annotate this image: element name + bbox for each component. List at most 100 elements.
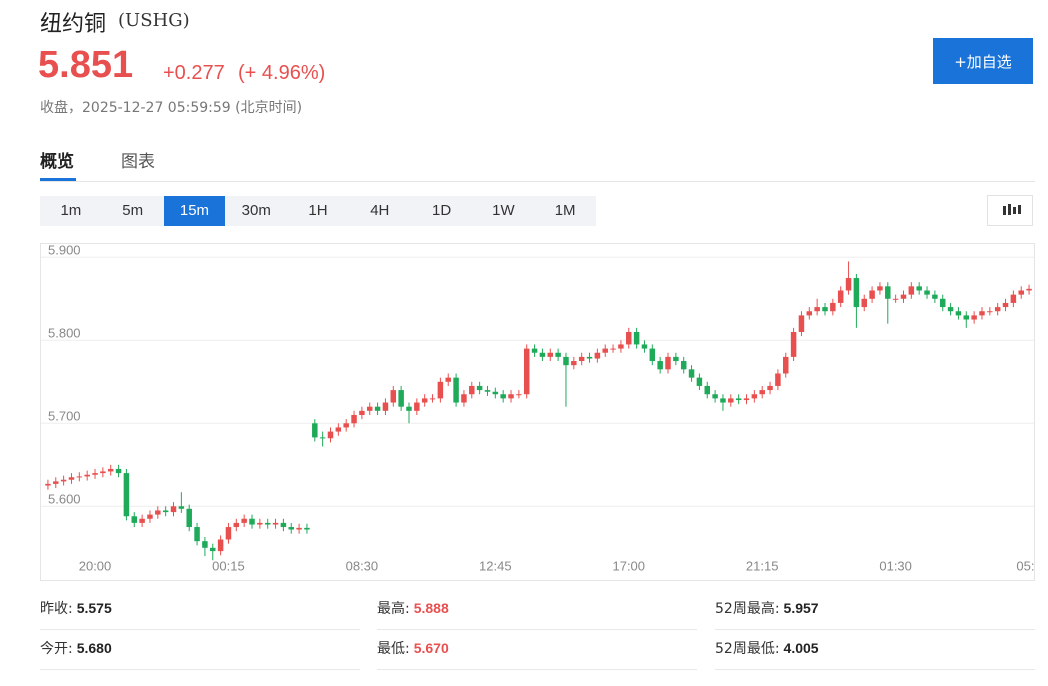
change-pct: (+ 4.96%) (238, 62, 326, 84)
candle-body (578, 356, 585, 362)
candle-body (429, 398, 436, 400)
candle-body (445, 377, 451, 382)
candle-body (728, 398, 734, 403)
period[interactable]: 1W (492, 202, 515, 219)
candle-body (476, 385, 483, 391)
period[interactable]: 5m (122, 202, 144, 219)
separator (377, 669, 697, 670)
period[interactable]: 4H (370, 202, 390, 219)
candle-body (484, 390, 491, 392)
candle-body (406, 406, 412, 411)
change: +0.277 (163, 62, 225, 84)
candle-body (45, 483, 51, 486)
candle-body (798, 315, 805, 332)
add-watchlist[interactable]: +加自选 (933, 38, 1033, 84)
candle-body (657, 361, 663, 370)
candle-body (257, 522, 263, 525)
candle-body (280, 522, 287, 528)
period[interactable]: 1H (308, 202, 328, 219)
candle-body (178, 506, 185, 509)
period[interactable]: 30m (241, 202, 271, 219)
candle-body (115, 468, 122, 474)
stat-label: 最高: (377, 601, 410, 617)
tab[interactable]: 概览 (40, 152, 74, 172)
stat-value: 4.005 (783, 640, 819, 656)
stat: 昨收: 5.575 (40, 598, 112, 618)
candle-body (131, 516, 138, 523)
candle-body (351, 414, 357, 424)
candle-body (665, 356, 671, 370)
separator (715, 629, 1035, 630)
period[interactable]: 1D (431, 202, 452, 219)
candle-body (312, 423, 318, 438)
candle-body (147, 514, 153, 519)
divider (40, 181, 1035, 182)
candle-body (225, 527, 232, 540)
candle-body (924, 290, 930, 295)
candle-body (217, 539, 224, 552)
candle-body (853, 278, 860, 308)
candle-body (1018, 290, 1024, 295)
stat: 今开: 5.680 (40, 638, 112, 658)
x-tick-label: 08:30 (346, 558, 379, 573)
y-tick-label: 5.700 (48, 409, 81, 424)
x-tick-label: 21:15 (746, 558, 779, 573)
period[interactable]: 1M (554, 202, 576, 219)
candle-body (861, 298, 867, 308)
candle-body (531, 348, 538, 353)
chart-type-button[interactable] (987, 195, 1033, 226)
candle-body (987, 311, 993, 313)
candle-body (461, 394, 467, 403)
tab[interactable]: 图表 (121, 152, 155, 172)
candle-body (547, 352, 554, 357)
stat: 最高: 5.888 (377, 598, 449, 618)
candle-body (390, 390, 397, 403)
stat-label: 52周最高: (715, 601, 780, 617)
stat-label: 最低: (377, 641, 410, 657)
candle-body (343, 423, 349, 428)
stat-value: 5.575 (76, 600, 112, 616)
candle-body (60, 479, 67, 482)
stat: 52周最低: 4.005 (715, 638, 819, 658)
stat-value: 5.888 (413, 600, 449, 616)
candle-body (327, 431, 334, 439)
period[interactable]: 15m (163, 196, 226, 226)
candle-body (123, 473, 130, 517)
candle-body (939, 298, 946, 308)
candle-body (790, 331, 797, 357)
stat-label: 52周最低: (715, 641, 780, 657)
candle-body (743, 398, 750, 401)
icon (1003, 204, 1021, 215)
candle-body (194, 527, 200, 542)
period[interactable]: 1m (60, 202, 82, 219)
candle-body (602, 348, 608, 353)
candle-body (916, 286, 922, 291)
stat-label: 今开: (40, 641, 73, 657)
separator (715, 669, 1035, 670)
candle-body (162, 510, 169, 513)
candle-body (437, 381, 444, 399)
candle-body (822, 307, 828, 312)
stat: 最低: 5.670 (377, 638, 449, 658)
candle-body (955, 311, 962, 316)
candle-body (335, 427, 342, 432)
candle-body (610, 348, 616, 350)
candle-body (649, 348, 656, 362)
candle-body (586, 356, 593, 359)
candle-body (680, 361, 687, 370)
x-tick-label: 00:15 (212, 558, 245, 573)
candle-body (1002, 302, 1009, 308)
candle-body (53, 481, 59, 484)
separator (40, 629, 360, 630)
candle-body (421, 398, 428, 403)
candle-body (186, 508, 192, 528)
candle-body (633, 331, 640, 345)
candle-body (304, 527, 310, 530)
stat: 52周最高: 5.957 (715, 598, 819, 618)
code: (USHG) (118, 10, 190, 31)
x-tick-label: 20:00 (79, 558, 112, 573)
candle-body (249, 518, 255, 525)
candle-body (594, 352, 601, 359)
candle-body (845, 278, 852, 291)
candle-body (814, 307, 820, 312)
